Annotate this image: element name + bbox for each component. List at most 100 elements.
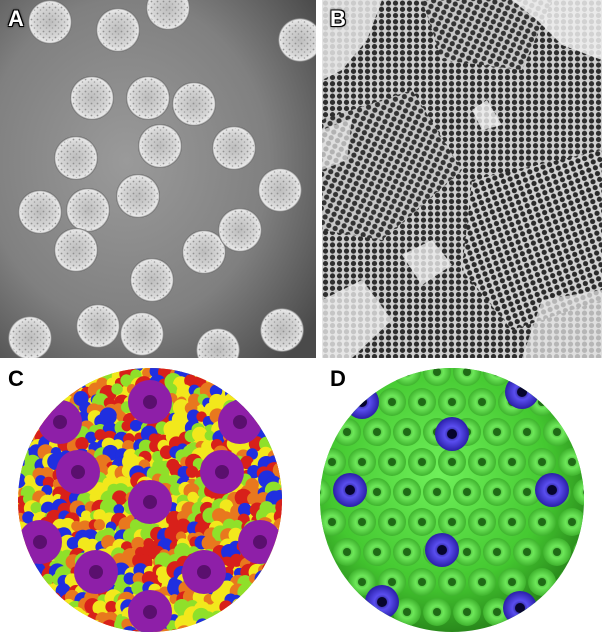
capsomer bbox=[393, 598, 421, 626]
capsomer bbox=[543, 538, 571, 566]
capsomer-pentamer bbox=[182, 550, 226, 594]
capsomer bbox=[348, 508, 376, 536]
capsid-rendering-image bbox=[18, 368, 282, 632]
capsomer-pentamer bbox=[218, 400, 262, 444]
virus-particle bbox=[172, 82, 216, 126]
em-micrograph-image bbox=[0, 0, 316, 358]
capsomer-pentamer bbox=[238, 520, 282, 564]
panel-b-lattice-micrograph bbox=[322, 0, 602, 358]
capsomer bbox=[558, 448, 584, 476]
capsomer bbox=[320, 598, 331, 626]
capsomer bbox=[423, 368, 451, 386]
capsomer bbox=[408, 568, 436, 596]
capsomer bbox=[498, 448, 526, 476]
capsomer-pentamer bbox=[38, 400, 82, 444]
capsomer bbox=[453, 538, 481, 566]
capsomer bbox=[408, 388, 436, 416]
surface-rendering-image bbox=[320, 368, 584, 632]
capsomer bbox=[453, 478, 481, 506]
virus-particle bbox=[130, 258, 174, 302]
panel-c-capsid-rendering bbox=[0, 362, 300, 638]
capsomer bbox=[393, 478, 421, 506]
virus-particle bbox=[28, 0, 72, 44]
capsomer bbox=[320, 538, 331, 566]
capsomer bbox=[363, 478, 391, 506]
capsomer bbox=[423, 478, 451, 506]
capsomer bbox=[378, 508, 406, 536]
capsomer bbox=[498, 508, 526, 536]
virus-particle bbox=[212, 126, 256, 170]
capsomer bbox=[468, 388, 496, 416]
capsomer bbox=[513, 368, 541, 386]
virus-particle bbox=[70, 76, 114, 120]
panel-label-a: A bbox=[8, 6, 24, 31]
panel-a-em-micrograph bbox=[0, 0, 316, 358]
capsomer bbox=[543, 598, 571, 626]
capsomer bbox=[558, 388, 584, 416]
capsomer bbox=[363, 418, 391, 446]
capsomer bbox=[453, 598, 481, 626]
pentamer bbox=[535, 473, 569, 507]
capsomer bbox=[438, 388, 466, 416]
capsomer bbox=[468, 448, 496, 476]
virus-particle bbox=[182, 230, 226, 274]
capsomer-pentamer bbox=[128, 590, 172, 632]
capsomer bbox=[320, 448, 346, 476]
virus-particle bbox=[126, 76, 170, 120]
capsomer bbox=[423, 598, 451, 626]
virus-particle bbox=[260, 308, 304, 352]
capsomer bbox=[348, 568, 376, 596]
virus-particle bbox=[278, 18, 316, 62]
capsomer-pentamer bbox=[128, 480, 172, 524]
capsomer bbox=[468, 508, 496, 536]
capsomer bbox=[558, 568, 584, 596]
virus-particle bbox=[54, 228, 98, 272]
capsomer bbox=[573, 538, 584, 566]
pentamer bbox=[503, 591, 537, 625]
capsomer bbox=[528, 568, 556, 596]
capsomer bbox=[363, 368, 391, 386]
virus-particle bbox=[120, 312, 164, 356]
virus-particle bbox=[116, 174, 160, 218]
virus-particle bbox=[66, 188, 110, 232]
capsomer bbox=[363, 538, 391, 566]
capsomer bbox=[573, 368, 584, 386]
capsomer bbox=[408, 448, 436, 476]
capsomer bbox=[468, 568, 496, 596]
pentamer bbox=[435, 417, 469, 451]
capsomer bbox=[438, 508, 466, 536]
capsomer-pentamer bbox=[128, 380, 172, 424]
pentamer bbox=[505, 375, 539, 409]
pentamer bbox=[365, 585, 399, 619]
panel-d-surface-rendering bbox=[302, 362, 602, 638]
capsomer bbox=[320, 418, 331, 446]
capsomer bbox=[498, 568, 526, 596]
capsomer bbox=[573, 418, 584, 446]
capsomer bbox=[408, 508, 436, 536]
capsomer bbox=[393, 418, 421, 446]
capsomer bbox=[378, 448, 406, 476]
capsomer bbox=[333, 418, 361, 446]
capsomer bbox=[528, 448, 556, 476]
pentamer bbox=[333, 473, 367, 507]
capsomer bbox=[333, 538, 361, 566]
capsomer bbox=[378, 388, 406, 416]
virus-particle bbox=[54, 136, 98, 180]
virus-particle bbox=[18, 190, 62, 234]
capsomer bbox=[543, 368, 571, 386]
pentamer bbox=[425, 533, 459, 567]
virus-particle bbox=[218, 208, 262, 252]
capsomer bbox=[393, 538, 421, 566]
capsomer-pentamer bbox=[200, 450, 244, 494]
capsomer bbox=[483, 418, 511, 446]
virus-particle bbox=[258, 168, 302, 212]
pentamer bbox=[345, 385, 379, 419]
capsomer bbox=[483, 478, 511, 506]
capsomer bbox=[558, 508, 584, 536]
virus-particle bbox=[96, 8, 140, 52]
panel-label-c: C bbox=[8, 366, 24, 391]
capsomer bbox=[513, 538, 541, 566]
capsomer bbox=[528, 508, 556, 536]
capsomer bbox=[320, 508, 346, 536]
capsomer bbox=[438, 448, 466, 476]
